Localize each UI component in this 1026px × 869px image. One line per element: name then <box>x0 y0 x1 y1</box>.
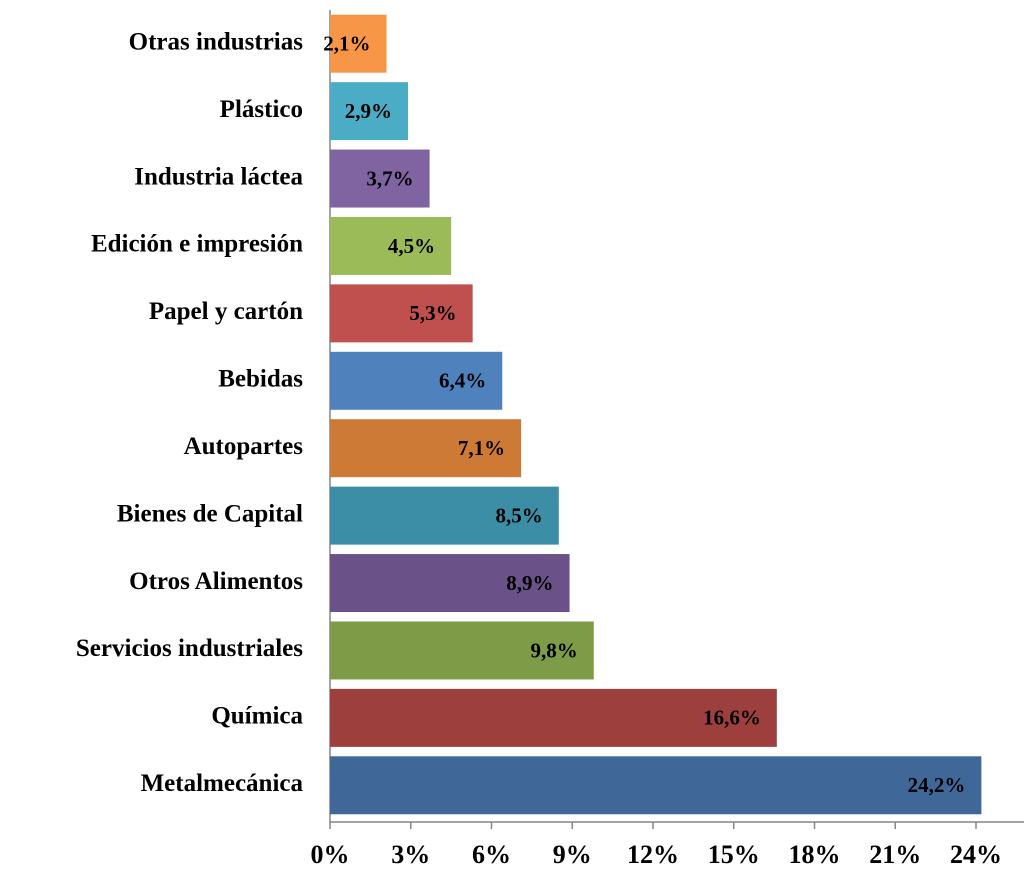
value-label: 5,3% <box>409 301 456 325</box>
x-tick-label: 15% <box>708 840 760 869</box>
x-tick-label: 12% <box>627 840 679 869</box>
value-label: 2,1% <box>323 32 370 56</box>
y-tick-label: Otras industrias <box>129 28 304 55</box>
y-tick-label: Plástico <box>220 96 303 123</box>
x-tick-label: 3% <box>391 840 430 869</box>
value-label: 16,6% <box>703 706 761 730</box>
value-label: 2,9% <box>345 99 392 123</box>
y-tick-label: Edición e impresión <box>91 231 303 258</box>
y-tick-label: Autopartes <box>184 433 304 460</box>
y-tick-label: Otros Alimentos <box>129 568 303 595</box>
x-tick-label: 9% <box>553 840 592 869</box>
value-label: 8,5% <box>496 503 543 527</box>
y-tick-label: Industria láctea <box>134 163 303 190</box>
bar <box>330 554 570 613</box>
y-tick-label: Bienes de Capital <box>117 500 303 527</box>
value-label: 9,8% <box>531 638 578 662</box>
y-tick-label: Metalmecánica <box>141 770 304 797</box>
value-label: 3,7% <box>366 166 413 190</box>
x-tick-label: 6% <box>472 840 511 869</box>
value-label: 8,9% <box>506 571 553 595</box>
x-tick-label: 18% <box>789 840 841 869</box>
bar <box>330 621 594 680</box>
value-label: 4,5% <box>388 234 435 258</box>
bar <box>330 351 503 410</box>
bar <box>330 419 522 478</box>
x-tick-label: 24% <box>950 840 1002 869</box>
bar <box>330 486 559 545</box>
y-tick-label: Papel y cartón <box>149 298 303 325</box>
y-tick-label: Bebidas <box>218 366 303 393</box>
y-tick-label: Servicios industriales <box>76 635 303 662</box>
x-tick-label: 21% <box>869 840 921 869</box>
bar <box>330 756 982 815</box>
bar <box>330 688 777 747</box>
y-tick-label: Química <box>211 703 303 730</box>
value-label: 7,1% <box>458 436 505 460</box>
bar <box>330 284 473 343</box>
x-tick-label: 0% <box>311 840 350 869</box>
bar <box>330 216 452 275</box>
bar <box>330 149 430 208</box>
bar <box>330 82 409 141</box>
value-label: 24,2% <box>908 773 966 797</box>
bar <box>330 14 387 73</box>
value-label: 6,4% <box>439 369 486 393</box>
